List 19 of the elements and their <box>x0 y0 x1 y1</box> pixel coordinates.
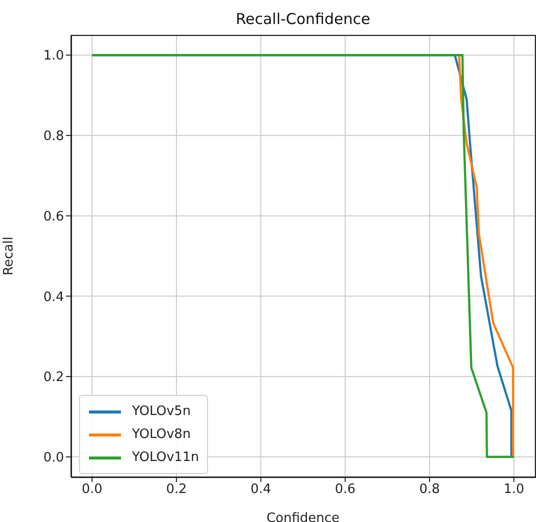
chart-title: Recall-Confidence <box>234 10 372 28</box>
x-tick-label: 0.0 <box>82 482 102 498</box>
y-tick-label: 0.8 <box>43 129 64 144</box>
y-tick-label: 0.2 <box>43 370 64 386</box>
x-tick-label: 1.0 <box>504 482 524 498</box>
y-tick-label: 0.4 <box>43 290 64 305</box>
y-tick-label: 0.6 <box>43 209 64 224</box>
x-tick-label: 0.8 <box>419 482 440 498</box>
legend-label: YOLOv11n <box>132 450 199 465</box>
y-tick-label: 0.0 <box>43 450 64 466</box>
legend-label: YOLOv8n <box>132 427 191 442</box>
x-axis-title: Confidence <box>266 511 340 522</box>
line-series <box>458 54 514 458</box>
x-tick-label: 0.4 <box>250 482 272 498</box>
x-tick-label: 0.2 <box>166 482 187 498</box>
y-tick-label: 1.0 <box>43 48 64 64</box>
legend-label: YOLOv5n <box>132 404 191 419</box>
x-tick-label: 0.6 <box>334 482 356 498</box>
y-axis-title: Recall <box>2 236 17 276</box>
